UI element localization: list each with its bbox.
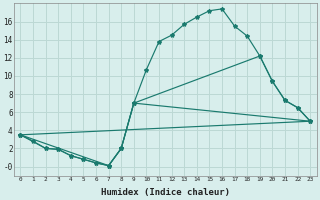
X-axis label: Humidex (Indice chaleur): Humidex (Indice chaleur) [101,188,230,197]
